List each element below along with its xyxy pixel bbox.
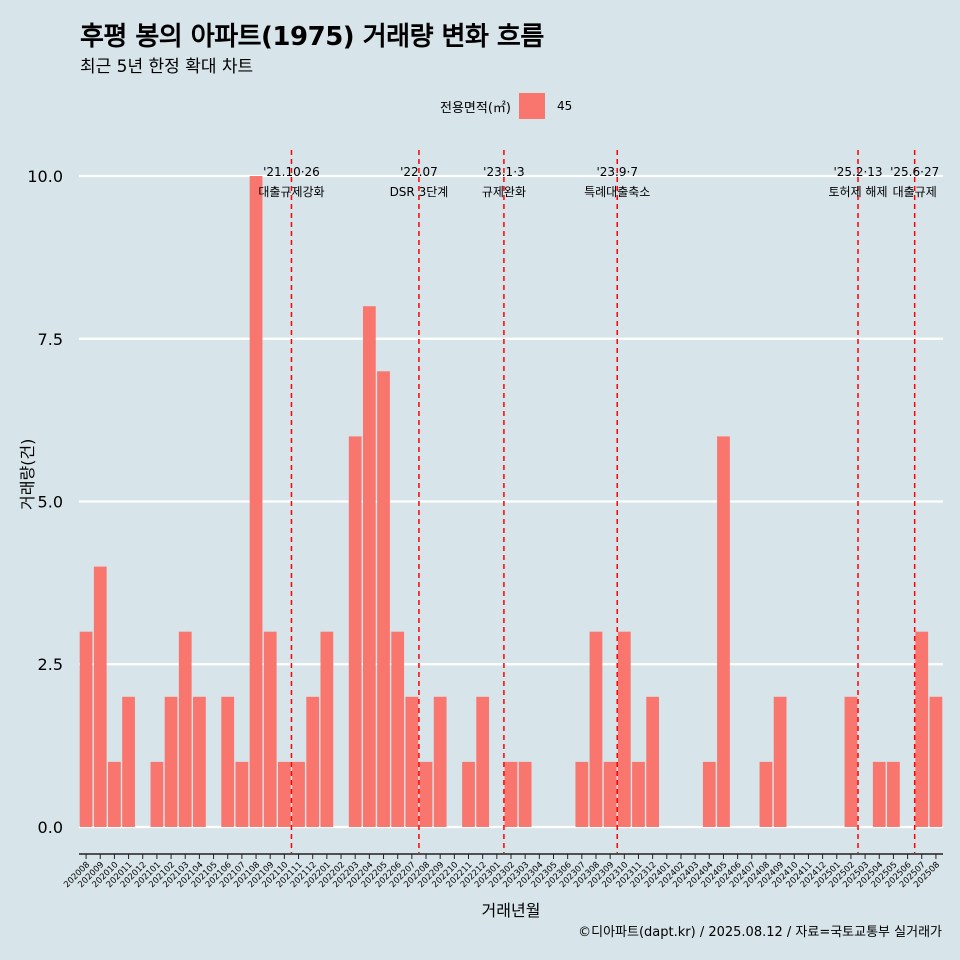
bar	[178, 631, 192, 827]
policy-event-label: 토허제 해제	[829, 185, 888, 199]
policy-event-label: 규제완화	[482, 185, 526, 199]
policy-event-label: 대출규제	[893, 185, 937, 199]
bar	[702, 761, 716, 827]
y-tick-label: 2.5	[38, 655, 63, 674]
bar	[249, 176, 263, 827]
legend-item-label: 45	[556, 99, 573, 113]
chart-subtitle: 최근 5년 한정 확대 차트	[80, 57, 254, 77]
policy-event-date: '23.9·7	[596, 165, 637, 179]
bar	[717, 436, 730, 827]
policy-event-date: '25.2·13	[833, 165, 882, 179]
bar	[589, 631, 603, 827]
bar	[122, 696, 135, 827]
bar	[193, 696, 206, 827]
legend-swatch	[518, 93, 545, 119]
bar	[405, 696, 419, 827]
bar	[320, 631, 334, 827]
policy-event-label: 대출규제강화	[258, 185, 324, 199]
bar	[462, 761, 475, 827]
bar	[164, 696, 178, 827]
y-tick-label: 7.5	[38, 330, 63, 349]
bar	[844, 696, 858, 827]
bar	[887, 761, 900, 827]
bar	[79, 631, 93, 827]
policy-event-date: '25.6·27	[890, 165, 939, 179]
policy-event-date: '22.07	[400, 165, 438, 179]
bar	[292, 761, 305, 827]
bar	[773, 696, 787, 827]
policy-event-date: '21.10·26	[263, 165, 320, 179]
bar	[632, 761, 645, 827]
bar	[929, 696, 943, 827]
bar	[646, 696, 660, 827]
policy-event-label: DSR 3단계	[390, 185, 449, 199]
bar	[419, 761, 433, 827]
bar	[278, 761, 291, 827]
y-tick-label: 5.0	[38, 493, 63, 512]
x-axis-label: 거래년월	[481, 901, 541, 920]
policy-event-date: '23.1·3	[483, 165, 524, 179]
y-tick-label: 0.0	[38, 818, 63, 837]
bar	[518, 761, 532, 827]
bar	[93, 566, 107, 827]
bar	[872, 761, 886, 827]
y-tick-label: 10.0	[27, 167, 63, 186]
bar	[377, 371, 390, 827]
bar	[476, 696, 490, 827]
bar	[433, 696, 447, 827]
bar	[150, 761, 164, 827]
bar	[603, 761, 617, 827]
bar	[391, 631, 405, 827]
bar	[759, 761, 773, 827]
legend-title: 전용면적(㎡)	[440, 100, 511, 116]
bar	[504, 761, 518, 827]
policy-event-label: 특례대출축소	[584, 185, 650, 199]
bar	[306, 696, 320, 827]
bar	[108, 761, 121, 827]
bar	[617, 631, 631, 827]
bar	[575, 761, 589, 827]
source-caption: ©디아파트(dapt.kr) / 2025.08.12 / 자료=국토교통부 실…	[578, 925, 942, 940]
bar	[915, 631, 929, 827]
bar	[221, 696, 235, 827]
bar	[235, 761, 249, 827]
bar	[348, 436, 362, 827]
bar	[362, 306, 376, 827]
bar	[263, 631, 277, 827]
y-axis-label: 거래량(건)	[18, 438, 37, 510]
legend: 전용면적(㎡) 45	[440, 93, 572, 119]
chart-title: 후평 봉의 아파트(1975) 거래량 변화 흐름	[80, 22, 544, 52]
